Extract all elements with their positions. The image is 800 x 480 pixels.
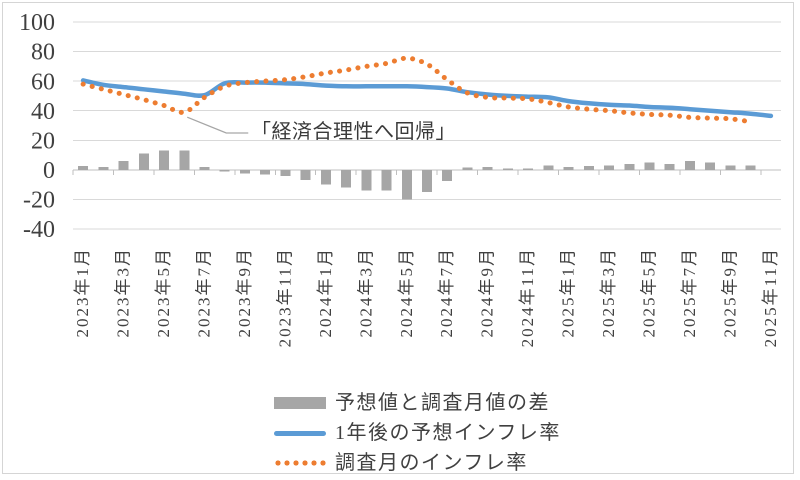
x-axis-tick-label: 2024年3月	[356, 247, 375, 338]
diff-bar	[583, 166, 594, 170]
legend-label-survey-inflation: 調査月のインフレ率	[335, 452, 528, 474]
diff-bar	[320, 169, 331, 185]
expected-inflation-line	[80, 78, 774, 119]
diff-bar	[381, 169, 392, 191]
x-axis-tick-label: 2025年11月	[761, 247, 780, 347]
legend-item-survey-inflation: 調査月のインフレ率	[274, 451, 561, 475]
diff-bar	[442, 169, 453, 181]
x-axis-tick-label: 2025年9月	[720, 247, 739, 338]
diff-bar	[664, 163, 675, 170]
diff-bar	[219, 169, 230, 172]
diff-bar	[523, 168, 534, 170]
y-axis-tick-label: 60	[31, 69, 55, 95]
x-axis-tick-label: 2023年5月	[154, 247, 173, 338]
x-axis-tick-label: 2023年9月	[235, 247, 254, 338]
y-axis-tick-label: -40	[23, 217, 55, 243]
chart-annotation: 「経済合理性へ回帰」	[251, 121, 456, 143]
legend-label-diff-bars: 予想値と調査月値の差	[335, 392, 550, 414]
legend-label-expected-inflation: 1年後の予想インフレ率	[335, 422, 561, 444]
x-axis-tick-label: 2025年1月	[559, 247, 578, 338]
diff-bar	[361, 169, 372, 191]
diff-bar	[502, 168, 513, 170]
diff-bar	[138, 153, 149, 170]
survey-month-inflation-line	[80, 55, 754, 125]
diff-bar	[543, 165, 554, 170]
x-axis-tick-label: 2025年7月	[680, 247, 699, 338]
diff-bar	[422, 169, 432, 193]
chart-legend: 予想値と調査月値の差 1年後の予想インフレ率 調査月のインフレ率	[274, 391, 561, 475]
x-axis-tick-label: 2025年3月	[599, 247, 618, 338]
y-axis-tick-label: 100	[19, 10, 55, 36]
line-series-swatch-icon	[274, 430, 326, 436]
diff-bar	[482, 166, 493, 170]
diff-bar	[563, 166, 574, 170]
diff-bar	[462, 167, 473, 170]
diff-bar	[401, 169, 412, 200]
legend-item-diff-bars: 予想値と調査月値の差	[274, 391, 561, 415]
x-axis-tick-label: 2024年5月	[397, 247, 416, 338]
y-axis-tick-label: 20	[31, 128, 55, 154]
annotation-leader-line	[187, 116, 249, 134]
diff-bar	[684, 160, 695, 170]
y-axis-tick-label: 0	[43, 158, 55, 184]
diff-bar	[725, 165, 736, 170]
y-axis-tick-label: 80	[31, 40, 55, 66]
diff-bar	[118, 160, 129, 170]
diff-bar	[159, 150, 170, 170]
dotted-line-series-swatch-icon	[274, 460, 326, 466]
y-axis-tick-label: 40	[31, 99, 55, 125]
x-axis-tick-label: 2023年3月	[114, 247, 133, 338]
diff-bar	[604, 165, 615, 170]
diff-bar	[280, 169, 291, 176]
x-axis-tick-label: 2023年11月	[275, 247, 294, 347]
y-axis-tick-label: -20	[23, 188, 55, 214]
diff-bar	[644, 162, 655, 170]
x-axis-tick-label: 2024年7月	[437, 247, 456, 338]
x-axis-tick-label: 2025年5月	[640, 247, 659, 338]
diff-bar	[98, 166, 109, 170]
diff-bar	[260, 169, 271, 175]
diff-bar	[705, 162, 716, 170]
diff-bar	[179, 150, 190, 170]
diff-bar	[341, 169, 352, 188]
legend-item-expected-inflation: 1年後の予想インフレ率	[274, 421, 561, 445]
diff-bar	[78, 166, 89, 170]
diff-bar	[239, 169, 250, 174]
x-axis-tick-label: 2024年1月	[316, 247, 335, 338]
diff-bar	[624, 163, 635, 170]
diff-bar	[199, 166, 210, 170]
x-axis-tick-label: 2024年9月	[478, 247, 497, 338]
x-axis-tick-label: 2023年1月	[73, 247, 92, 338]
diff-bar	[745, 165, 756, 170]
x-axis-tick-label: 2024年11月	[518, 247, 537, 347]
x-axis-tick-label: 2023年7月	[194, 247, 213, 338]
diff-bar	[300, 169, 311, 181]
bar-series-swatch-icon	[274, 397, 326, 409]
